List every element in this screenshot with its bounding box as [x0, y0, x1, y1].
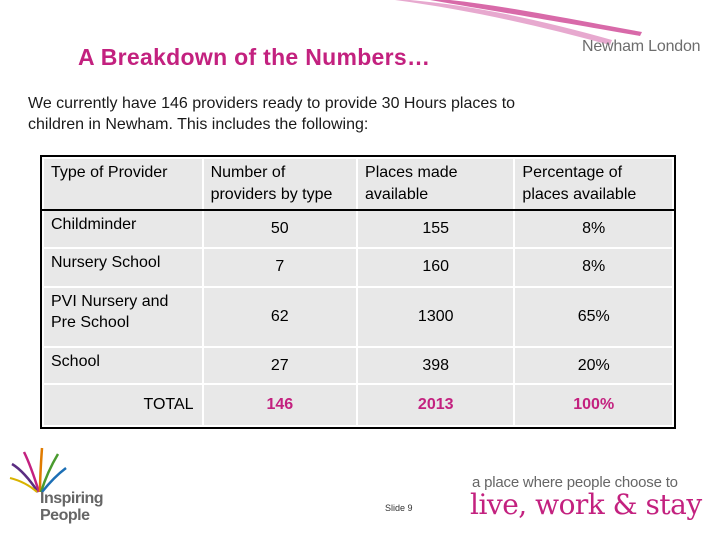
newham-london-text: Newham London: [582, 38, 701, 55]
header-percentage: Percentage of places available: [513, 157, 674, 211]
inspiring-people-logo-icon: [9, 447, 67, 493]
percentage-value: 65%: [513, 285, 674, 349]
slide-number: Slide 9: [385, 503, 413, 513]
tagline-big: live, work & stay: [470, 488, 702, 521]
intro-paragraph: We currently have 146 providers ready to…: [28, 95, 516, 133]
provider-count: 7: [201, 247, 359, 288]
inspiring-text-line1: Inspiring: [40, 490, 104, 507]
table-header-row: Type of Provider Number of providers by …: [42, 157, 674, 211]
decorative-swoosh: [395, 0, 642, 45]
header-type-of-provider: Type of Provider: [42, 157, 204, 211]
inspiring-people-logo: Inspiring People: [40, 490, 104, 524]
table-row: Childminder 50 155 8%: [42, 208, 674, 250]
provider-type: School: [42, 345, 204, 386]
total-label: TOTAL: [42, 384, 204, 427]
percentage-value: 20%: [513, 345, 674, 386]
percentage-value: 8%: [513, 208, 674, 250]
places-count: 160: [356, 247, 516, 288]
header-number-of-providers: Number of providers by type: [201, 157, 359, 211]
table-row: School 27 398 20%: [42, 345, 674, 386]
places-count: 1300: [356, 285, 516, 349]
places-count: 398: [356, 345, 516, 386]
providers-table: Type of Provider Number of providers by …: [40, 155, 676, 429]
total-percentage: 100%: [513, 384, 674, 427]
places-count: 155: [356, 208, 516, 250]
table-row: Nursery School 7 160 8%: [42, 247, 674, 288]
newham-london-logo: Newham London: [582, 38, 701, 56]
provider-count: 62: [201, 285, 359, 349]
inspiring-text-line2: People: [40, 507, 90, 524]
page-title: A Breakdown of the Numbers…: [78, 44, 431, 70]
header-places-available: Places made available: [356, 157, 516, 211]
provider-type: PVI Nursery and Pre School: [42, 285, 204, 349]
percentage-value: 8%: [513, 247, 674, 288]
table-row: PVI Nursery and Pre School 62 1300 65%: [42, 285, 674, 349]
provider-type: Childminder: [42, 208, 204, 250]
total-row: TOTAL 146 2013 100%: [42, 384, 674, 427]
provider-type: Nursery School: [42, 247, 204, 288]
total-providers: 146: [201, 384, 359, 427]
provider-count: 50: [201, 208, 359, 250]
provider-count: 27: [201, 345, 359, 386]
tagline-small: a place where people choose to: [472, 474, 678, 491]
total-places: 2013: [356, 384, 516, 427]
